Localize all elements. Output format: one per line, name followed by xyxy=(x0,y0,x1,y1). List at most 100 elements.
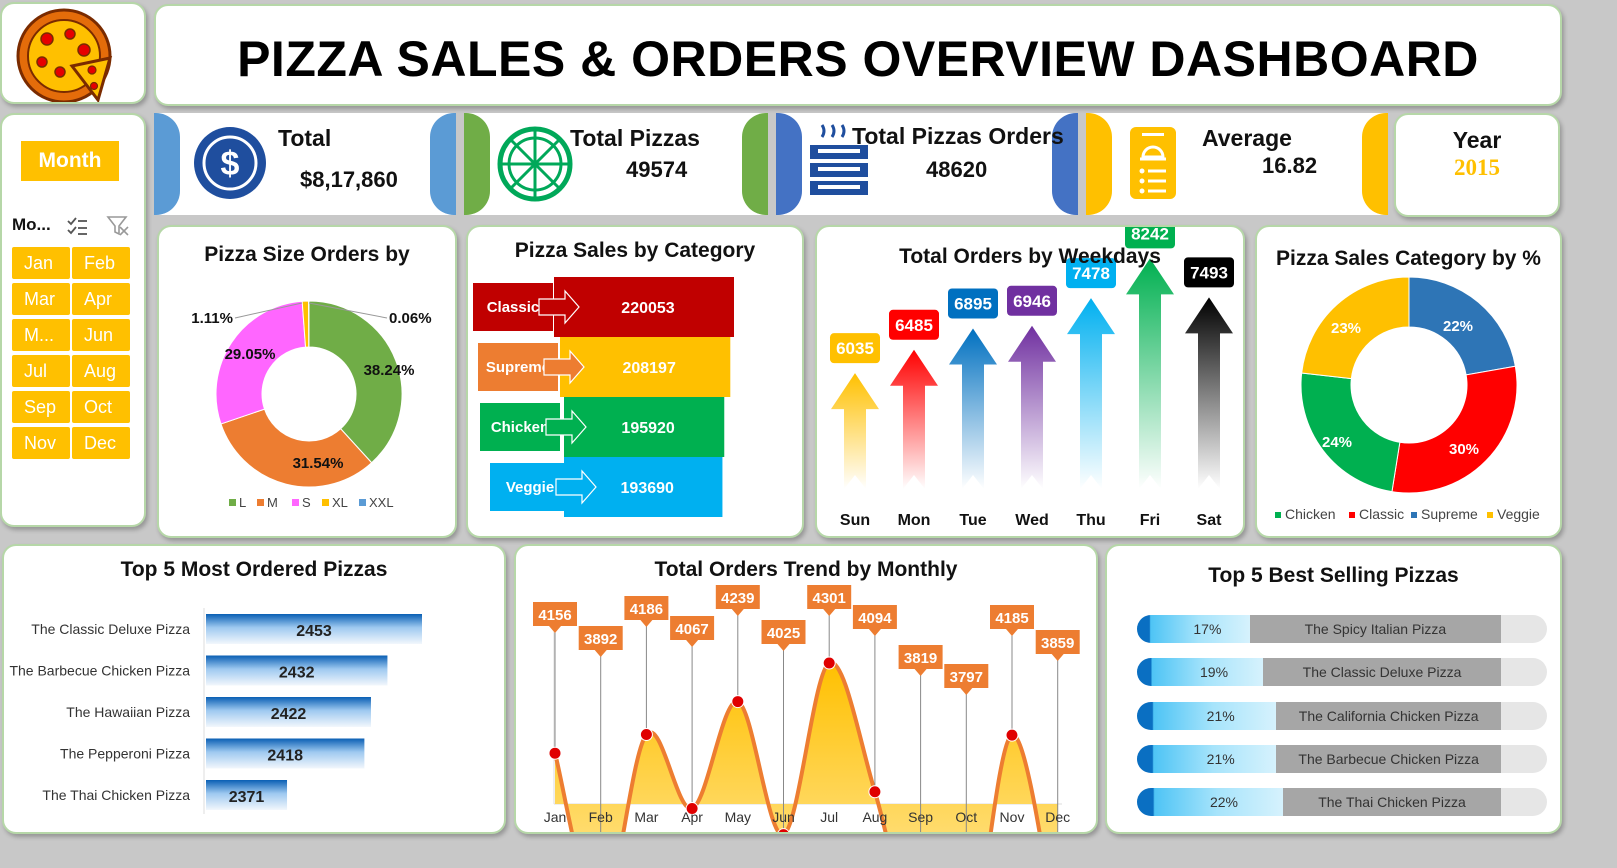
month-button-10[interactable]: Nov xyxy=(12,427,70,459)
pct-slice-chicken xyxy=(1300,372,1401,493)
monthly-callout-10 xyxy=(990,605,1034,636)
size-leader-xxl xyxy=(308,302,388,319)
kpi-total-revenue: $ Total $8,17,860 xyxy=(154,113,456,215)
order-receipt-icon xyxy=(1130,127,1176,199)
monthly-label-3: Apr xyxy=(681,809,703,825)
weekday-arrow-sun xyxy=(831,373,879,489)
pct-label-supreme: 22% xyxy=(1443,318,1473,335)
weekday-arrow-tue xyxy=(949,328,997,489)
top5-selling-bar xyxy=(1137,658,1264,687)
monthly-point-0 xyxy=(548,746,562,760)
size-chart-title: Pizza Size Orders by xyxy=(204,243,410,266)
size-legend-label-s: S xyxy=(302,495,311,510)
top5-ordered-bar-4 xyxy=(206,780,288,810)
monthly-point-4 xyxy=(731,695,745,709)
category-arrow-icon xyxy=(543,349,585,385)
weekday-label-thu: Thu xyxy=(1076,512,1105,529)
weekday-arrow-fri xyxy=(1126,258,1174,489)
size-slice-m xyxy=(220,408,373,488)
kpi-total-value: $8,17,860 xyxy=(300,167,398,192)
month-button-2[interactable]: Mar xyxy=(12,283,70,315)
category-pct-title: Pizza Sales Category by % xyxy=(1276,247,1541,270)
top5-selling-title: Top 5 Best Selling Pizzas xyxy=(1208,564,1459,587)
category-sales-panel: Pizza Sales by Category Classic 220053 Sup… xyxy=(466,225,804,538)
year-panel: Year 2015 xyxy=(1394,113,1560,217)
weekday-label-wed: Wed xyxy=(1015,512,1048,529)
weekday-value-sat: 7493 xyxy=(1190,263,1228,282)
weekday-value-tue: 6895 xyxy=(954,294,992,313)
monthly-point-7 xyxy=(868,785,882,799)
kpi-orders-label: Total Pizzas Orders xyxy=(852,123,1064,149)
pct-legend-label-classic: Classic xyxy=(1359,506,1404,522)
month-button-11[interactable]: Dec xyxy=(72,427,130,459)
month-button-9[interactable]: Oct xyxy=(72,391,130,423)
top5-selling-name: The Barbecue Chicken Pizza xyxy=(1276,744,1501,773)
logo-panel xyxy=(0,2,146,104)
kpi-total-orders: Total Pizzas Orders 48620 xyxy=(776,113,1078,215)
kpi-total-label: Total xyxy=(278,125,332,151)
top5-selling-row-4: 22% The Thai Chicken Pizza xyxy=(1137,788,1547,817)
monthly-chart: 4156 Jan 3892 Feb 4186 Mar 4067 Apr 4239 May 4025 J… xyxy=(533,585,1080,832)
monthly-label-2: Mar xyxy=(634,809,658,825)
top5-ordered-value-3: 2418 xyxy=(267,748,303,765)
month-button-7[interactable]: Aug xyxy=(72,355,130,387)
category-bar-classic xyxy=(554,277,734,337)
pct-legend-label-supreme: Supreme xyxy=(1421,506,1478,522)
monthly-value-6: 4301 xyxy=(813,590,846,607)
category-arrow-icon xyxy=(555,469,597,505)
weekday-label-tue: Tue xyxy=(959,512,986,529)
size-label-l: 38.24% xyxy=(364,362,415,379)
pct-slice-supreme xyxy=(1408,276,1516,376)
weekday-arrow-mon xyxy=(890,349,938,489)
monthly-point-5 xyxy=(777,828,790,832)
monthly-value-2: 4186 xyxy=(630,601,663,618)
month-button-1[interactable]: Feb xyxy=(72,247,130,279)
top5-ordered-value-0: 2453 xyxy=(296,623,332,640)
month-button-8[interactable]: Sep xyxy=(12,391,70,423)
size-legend-swatch-m xyxy=(257,499,264,506)
size-legend-label-l: L xyxy=(239,495,246,510)
weekday-value-box-wed xyxy=(1007,285,1057,316)
weekday-value-wed: 6946 xyxy=(1013,292,1051,311)
top5-selling-pct: 21% xyxy=(1206,750,1235,767)
top5-selling-name: The Classic Deluxe Pizza xyxy=(1263,658,1501,687)
top5-ordered-value-1: 2432 xyxy=(279,665,315,682)
month-button-4[interactable]: M... xyxy=(12,319,70,351)
monthly-value-1: 3892 xyxy=(584,631,617,648)
monthly-value-9: 3797 xyxy=(950,669,983,686)
pizza-logo-icon xyxy=(16,8,113,102)
monthly-value-3: 4067 xyxy=(675,621,708,638)
size-legend-swatch-l xyxy=(229,499,236,506)
monthly-callout-7 xyxy=(852,605,897,636)
size-leader-xl xyxy=(234,302,303,319)
top5-selling-panel: Top 5 Best Selling Pizzas 17% The Spicy I… xyxy=(1105,544,1562,834)
top5-ordered-chart: 2453 The Classic Deluxe Pizza 2432 The Barb… xyxy=(9,608,422,814)
size-label-xl: 1.11% xyxy=(191,310,233,327)
size-chart-panel: Pizza Size Orders by 38.24% 31.54% 29.05% 1… xyxy=(157,225,457,538)
monthly-label-1: Feb xyxy=(589,809,613,825)
month-button-5[interactable]: Jun xyxy=(72,319,130,351)
monthly-value-7: 4094 xyxy=(858,610,892,627)
top5-ordered-label-4: The Thai Chicken Pizza xyxy=(42,787,190,803)
category-sales-title: Pizza Sales by Category xyxy=(514,239,756,262)
year-value[interactable]: 2015 xyxy=(1454,155,1500,180)
monthly-panel: Total Orders Trend by Monthly 4156 Jan 389… xyxy=(514,544,1098,834)
top5-ordered-panel: Top 5 Most Ordered Pizzas 2453 The Classi… xyxy=(2,544,506,834)
top5-selling-row-0: 17% The Spicy Italian Pizza xyxy=(1137,615,1547,643)
weekday-label-sun: Sun xyxy=(840,512,870,529)
weekday-label-mon: Mon xyxy=(898,512,931,529)
monthly-label-11: Dec xyxy=(1045,809,1070,825)
size-donut-chart: 38.24% 31.54% 29.05% 1.11% 0.06% L M S XL XXL xyxy=(191,300,432,510)
pct-legend-label-veggie: Veggie xyxy=(1497,506,1540,522)
month-button-3[interactable]: Apr xyxy=(72,283,130,315)
multi-select-icon[interactable] xyxy=(66,215,88,237)
top5-selling-name: The California Chicken Pizza xyxy=(1276,701,1501,730)
pct-legend-label-chicken: Chicken xyxy=(1285,506,1336,522)
size-legend-label-xxl: XXL xyxy=(369,495,394,510)
clear-filter-icon[interactable] xyxy=(106,215,130,237)
month-button-6[interactable]: Jul xyxy=(12,355,70,387)
month-button-0[interactable]: Jan xyxy=(12,247,70,279)
weekday-panel: Total Orders by Weekdays 6035 Sun 6485 Mon 6… xyxy=(815,225,1245,538)
monthly-callout-5 xyxy=(761,620,806,651)
monthly-value-8: 3819 xyxy=(904,650,937,667)
